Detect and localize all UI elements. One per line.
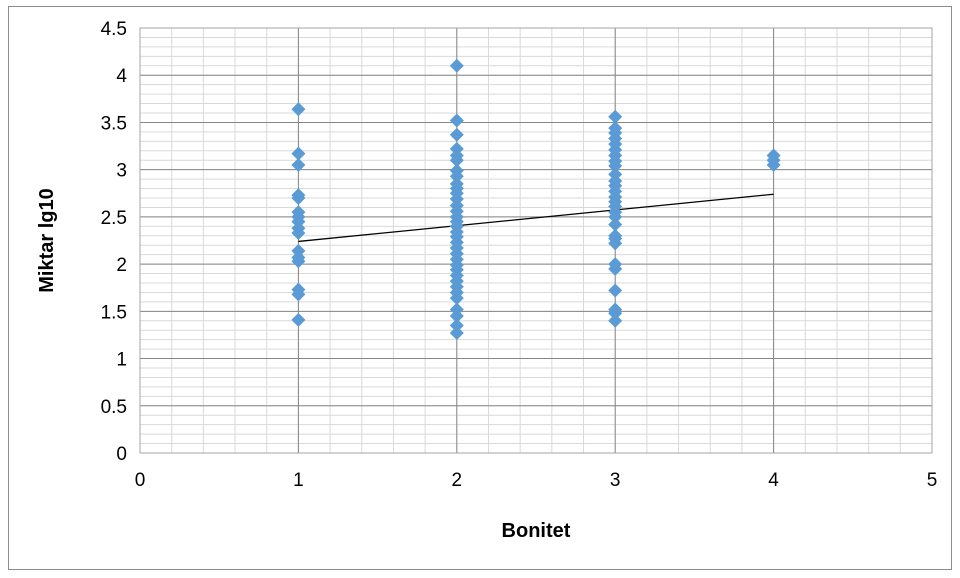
data-point: [291, 254, 306, 269]
data-point: [449, 127, 464, 142]
y-axis-title: Miktar lg10: [36, 188, 58, 292]
chart-frame: 0 1 2 3 4 5 0 0.5 1 1.5 2 2.5 3 3.5 4 4.5 Bonitet Mikt…: [8, 6, 952, 570]
y-tick-label: 2.5: [101, 208, 127, 229]
data-point: [291, 191, 306, 205]
data-point: [291, 312, 306, 327]
trendline-layer: [298, 193, 774, 243]
major-gridlines: [139, 27, 933, 454]
data-point: [608, 158, 623, 173]
y-tick-label: 4: [116, 66, 127, 87]
x-tick-label: 4: [768, 470, 779, 491]
data-points: [291, 58, 781, 341]
x-tick-label: 2: [452, 470, 463, 491]
data-point: [608, 217, 623, 232]
data-point: [449, 153, 464, 168]
data-point: [766, 157, 781, 172]
y-axis-tick-labels: 0 0.5 1 1.5 2 2.5 3 3.5 4 4.5: [101, 19, 128, 465]
data-point: [608, 261, 623, 276]
y-tick-label: 0: [116, 444, 127, 465]
plot-area-border: [139, 27, 933, 454]
y-tick-label: 2: [116, 255, 127, 276]
data-point: [608, 236, 623, 251]
data-point: [449, 326, 464, 341]
data-point: [449, 309, 464, 324]
data-point: [449, 113, 464, 128]
scatter-chart: 0 1 2 3 4 5 0 0.5 1 1.5 2 2.5 3 3.5 4 4.5 Bonitet Mikt…: [36, 19, 938, 542]
x-tick-label: 0: [135, 470, 146, 491]
y-tick-label: 4.5: [101, 19, 127, 40]
y-tick-label: 3: [116, 161, 127, 182]
y-tick-label: 1.5: [101, 302, 127, 323]
x-axis-title: Bonitet: [502, 520, 571, 542]
y-tick-label: 1: [116, 350, 127, 371]
y-tick-label: 0.5: [101, 397, 127, 418]
y-tick-label: 3.5: [101, 113, 127, 134]
data-point: [608, 306, 623, 321]
x-axis-tick-labels: 0 1 2 3 4 5: [135, 470, 938, 491]
data-point: [291, 102, 306, 117]
data-point: [608, 209, 623, 224]
data-point: [608, 283, 623, 298]
data-point: [449, 291, 464, 306]
data-point: [608, 313, 623, 328]
data-point: [608, 109, 623, 124]
minor-gridlines: [140, 28, 932, 453]
data-point: [449, 318, 464, 333]
data-point: [449, 169, 464, 184]
data-point: [291, 157, 306, 172]
data-point: [291, 225, 306, 240]
data-point: [291, 146, 306, 161]
x-tick-label: 3: [610, 470, 621, 491]
x-tick-label: 5: [927, 470, 938, 491]
trendline: [298, 193, 774, 243]
x-tick-label: 1: [293, 470, 304, 491]
data-point: [291, 287, 306, 302]
data-point: [449, 58, 464, 73]
